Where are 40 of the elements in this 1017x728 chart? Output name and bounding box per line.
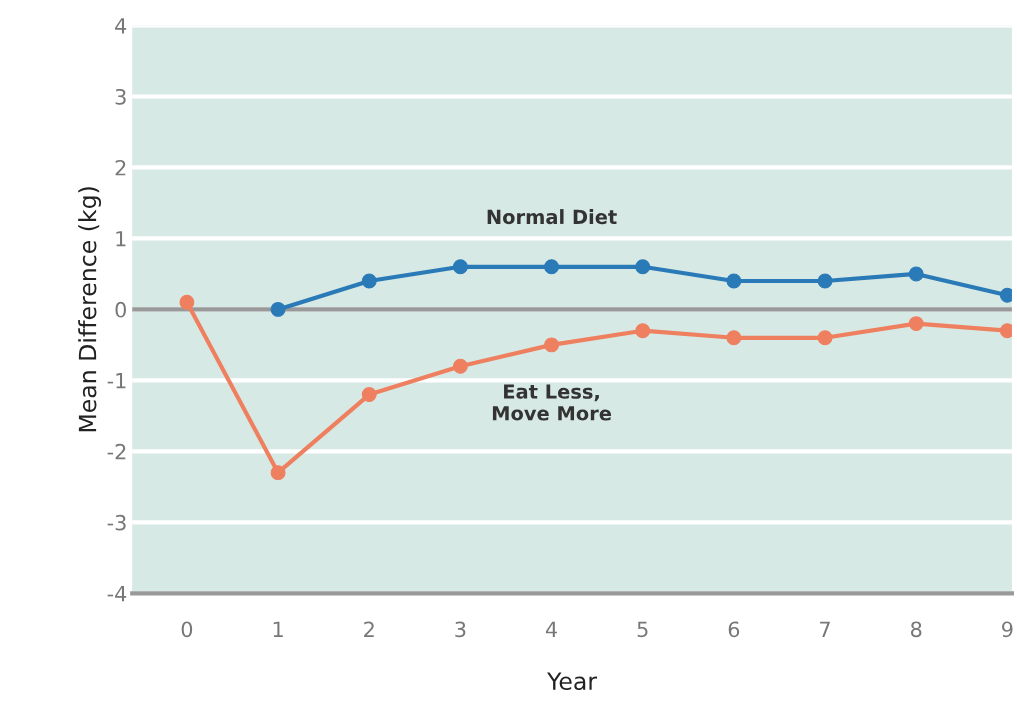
x-tick-label: 2 [364,621,374,637]
x-axis-title: Year [547,672,598,691]
x-tick-label: 8 [910,621,922,638]
text: Normal Diet [487,209,617,225]
x-tick-label: 1 [273,621,283,637]
y-tick-label: 2 [115,159,126,176]
y-tick-label: -4 [107,586,127,602]
point [908,266,924,282]
point [635,323,651,339]
point [361,387,377,403]
x-tick-label: 4 [545,621,558,637]
point [270,465,286,481]
point [817,273,833,289]
x-tick-label: 0 [181,621,193,638]
x-tick-label: 9 [1002,621,1013,638]
point [179,294,195,310]
point [726,330,742,346]
point [452,358,468,374]
y-tick-label: 0 [115,301,126,318]
point [908,316,924,332]
point [270,301,286,317]
point [452,259,468,275]
point [544,259,560,275]
series-label: Eat Less, Move More [492,384,612,421]
point [361,273,377,289]
x-tick-label: 6 [728,621,740,638]
point [635,259,651,275]
point [544,337,560,353]
x-tick-label: 5 [637,621,648,638]
x-tick-label: 3 [455,621,466,638]
y-tick-label: -2 [107,443,126,460]
point [817,330,833,346]
point [726,273,742,289]
y-tick-label: -1 [107,373,126,389]
y-axis-title: Mean Difference (kg) [78,187,102,432]
y-tick-label: 1 [116,231,126,247]
y-tick-label: -3 [107,514,126,531]
x-tick-label: 7 [820,621,830,637]
y-tick-label: 3 [115,88,126,105]
y-tick-label: 4 [115,18,127,34]
